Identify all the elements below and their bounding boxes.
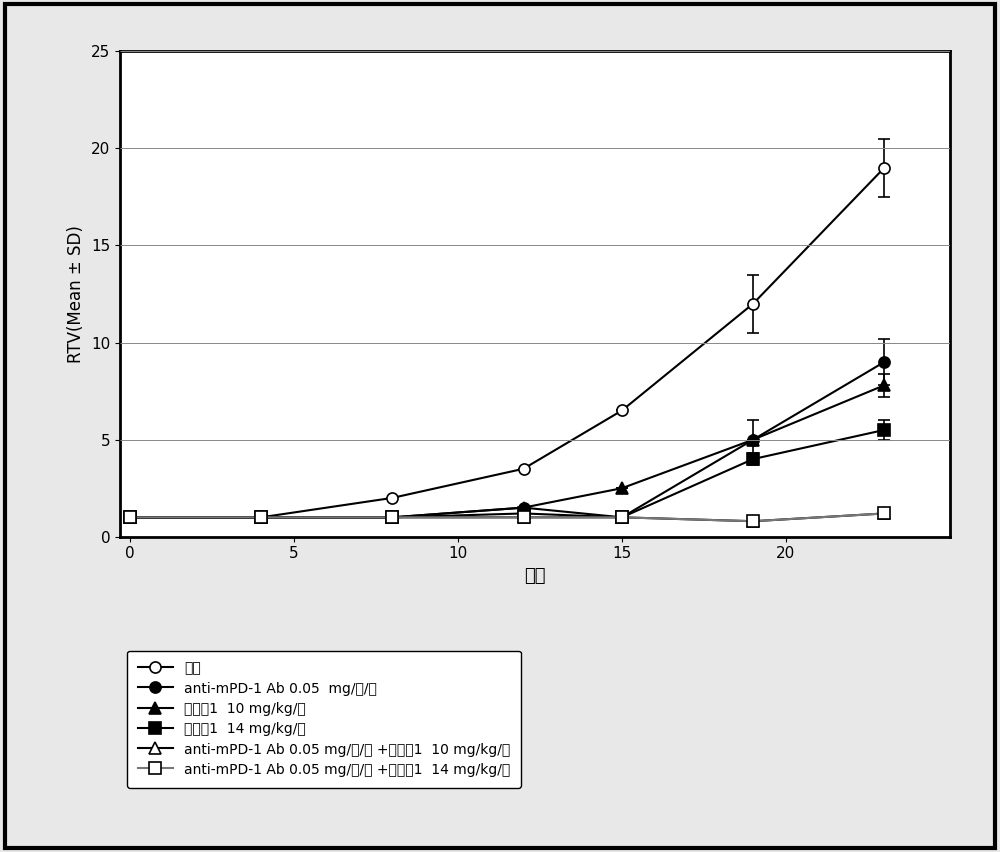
Legend: 对照, anti-mPD-1 Ab 0.05  mg/只/天, 化合爇1  10 mg/kg/天, 化合爇1  14 mg/kg/天, anti-mPD-1 A: 对照, anti-mPD-1 Ab 0.05 mg/只/天, 化合爇1 10 m… <box>127 651 521 788</box>
X-axis label: 天数: 天数 <box>524 567 546 585</box>
Y-axis label: RTV(Mean ± SD): RTV(Mean ± SD) <box>67 225 85 363</box>
